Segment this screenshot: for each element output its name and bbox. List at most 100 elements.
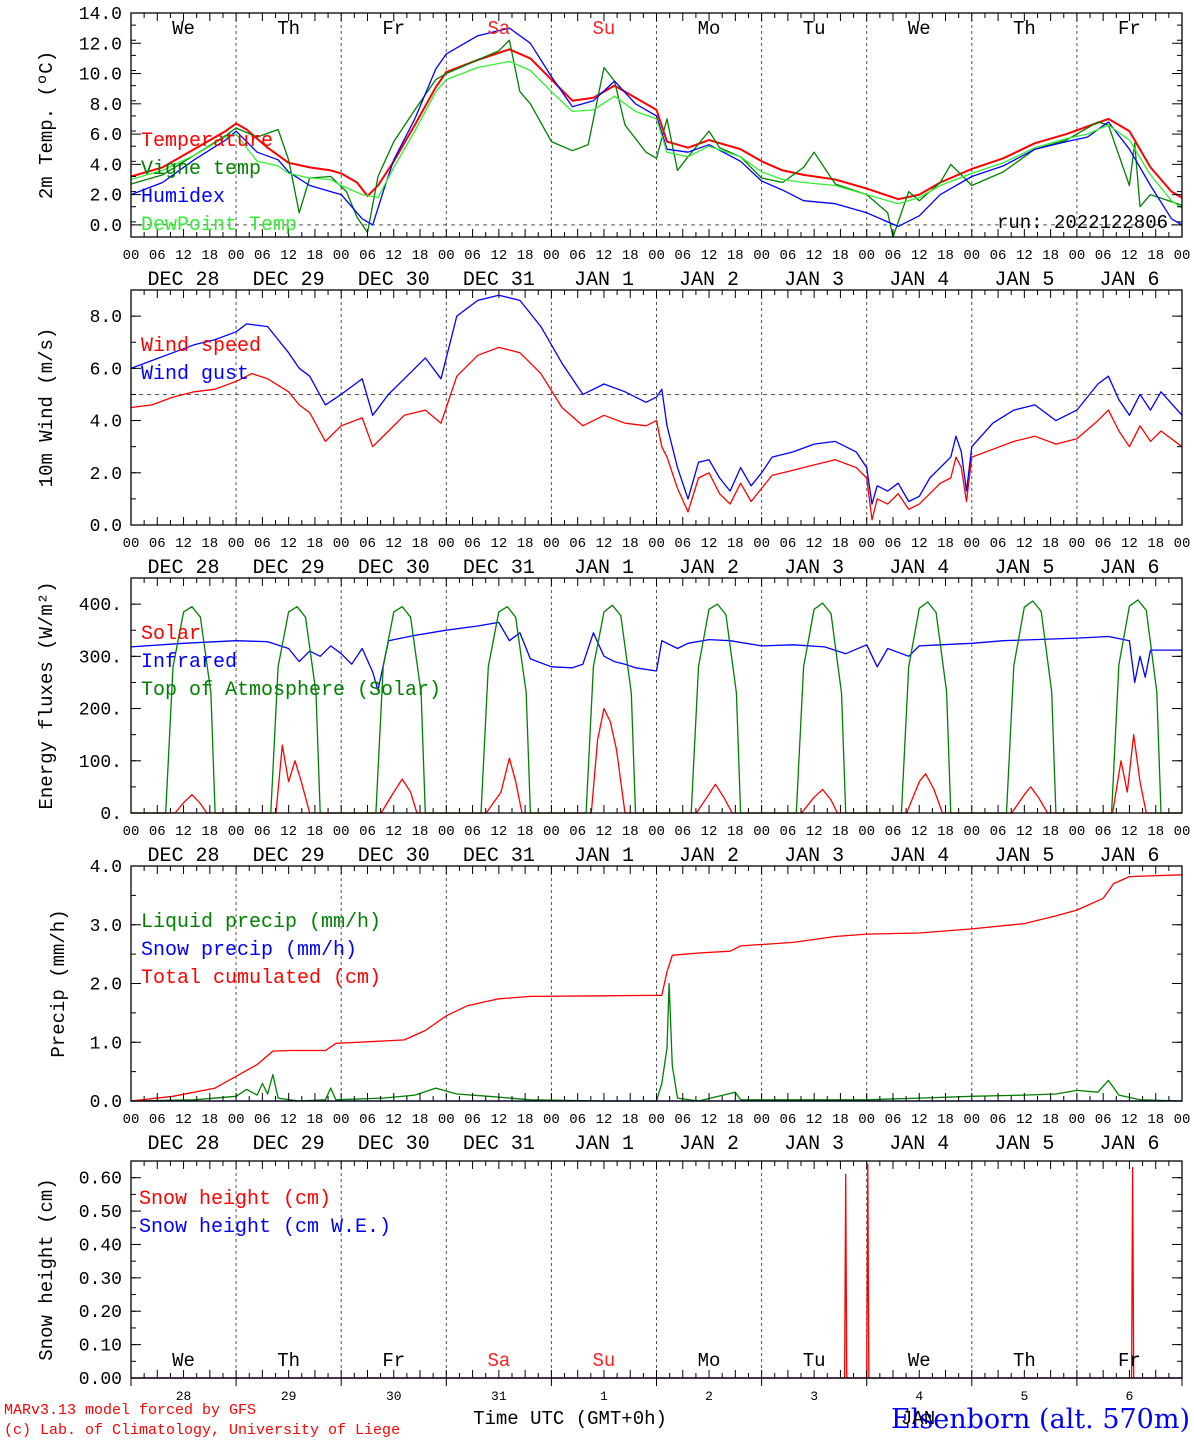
hour-label: 18 xyxy=(307,536,324,552)
hour-label: 06 xyxy=(254,536,271,552)
hour-label: 06 xyxy=(359,824,376,840)
hour-label: 12 xyxy=(1121,536,1138,552)
y-axis-title: Precip (mm/h) xyxy=(48,909,70,1057)
run-label: run: 2022122806 xyxy=(997,212,1168,234)
y-tick-label: 6.0 xyxy=(90,360,122,380)
y-tick-label: 2.0 xyxy=(90,187,122,207)
weekday-label: Su xyxy=(593,18,616,40)
hour-label: 00 xyxy=(123,824,140,840)
hour-label: 12 xyxy=(490,248,507,264)
hour-label: 12 xyxy=(701,1112,718,1128)
hour-label: 06 xyxy=(1095,824,1112,840)
legend-entry: Top of Atmosphere (Solar) xyxy=(141,679,441,702)
legend-entry: Infrared xyxy=(141,651,237,674)
date-label: DEC 28 xyxy=(148,557,220,580)
hour-label: 18 xyxy=(727,536,744,552)
y-tick-label: 4.0 xyxy=(90,858,122,878)
weekday-label: We xyxy=(172,1350,195,1372)
legend-entry: Humidex xyxy=(141,186,225,209)
hour-label: 06 xyxy=(254,1112,271,1128)
date-label: DEC 28 xyxy=(148,1133,220,1156)
date-label: DEC 28 xyxy=(148,269,220,292)
hour-label: 12 xyxy=(385,1112,402,1128)
credit-line-1: MARv3.13 model forced by GFS xyxy=(4,1402,256,1419)
hour-label: 00 xyxy=(123,536,140,552)
hour-label: 00 xyxy=(858,248,875,264)
hour-label: 18 xyxy=(937,1112,954,1128)
legend-entry: Wind gust xyxy=(141,363,249,386)
day-number-label: 1 xyxy=(600,1389,608,1404)
day-number-label: 6 xyxy=(1126,1389,1134,1404)
hour-label: 00 xyxy=(648,248,665,264)
y-tick-label: 4.0 xyxy=(90,413,122,433)
date-label: DEC 30 xyxy=(358,269,430,292)
hour-label: 00 xyxy=(228,824,245,840)
hour-label: 06 xyxy=(674,1112,691,1128)
hour-label: 18 xyxy=(517,1112,534,1128)
hour-label: 00 xyxy=(753,536,770,552)
hour-label: 12 xyxy=(701,824,718,840)
hour-label: 06 xyxy=(885,536,902,552)
hour-label: 18 xyxy=(412,536,429,552)
day-number-label: 4 xyxy=(915,1389,923,1404)
hour-label: 00 xyxy=(648,1112,665,1128)
hour-label: 06 xyxy=(569,1112,586,1128)
date-label: JAN 2 xyxy=(679,1133,739,1156)
hour-label: 00 xyxy=(228,1112,245,1128)
hour-label: 06 xyxy=(990,536,1007,552)
hour-label: 06 xyxy=(779,824,796,840)
hour-label: 06 xyxy=(569,536,586,552)
hour-label: 00 xyxy=(228,248,245,264)
hour-label: 00 xyxy=(858,824,875,840)
hour-label: 18 xyxy=(727,1112,744,1128)
hour-label: 00 xyxy=(1174,536,1191,552)
date-label: DEC 31 xyxy=(463,1133,535,1156)
hour-label: 12 xyxy=(596,824,613,840)
hour-label: 12 xyxy=(1016,824,1033,840)
hour-label: 12 xyxy=(385,824,402,840)
day-number-label: 5 xyxy=(1020,1389,1028,1404)
hour-label: 12 xyxy=(806,1112,823,1128)
hour-label: 12 xyxy=(1016,536,1033,552)
date-label: JAN 1 xyxy=(574,845,634,868)
y-tick-label: 0.30 xyxy=(79,1270,122,1290)
date-label: JAN 4 xyxy=(889,269,949,292)
hour-label: 18 xyxy=(832,824,849,840)
date-label: JAN 2 xyxy=(679,269,739,292)
hour-label: 06 xyxy=(464,824,481,840)
hour-label: 06 xyxy=(149,248,166,264)
series-line xyxy=(131,1163,1182,1379)
hour-label: 18 xyxy=(517,248,534,264)
date-label: JAN 6 xyxy=(1099,557,1159,580)
hour-label: 12 xyxy=(280,536,297,552)
day-number-label: 31 xyxy=(491,1389,507,1404)
hour-label: 00 xyxy=(438,824,455,840)
series-line xyxy=(130,48,1183,201)
hour-label: 12 xyxy=(911,248,928,264)
weekday-label: Tu xyxy=(803,18,826,40)
hour-label: 06 xyxy=(779,1112,796,1128)
date-label: JAN 5 xyxy=(994,557,1054,580)
weekday-label: Sa xyxy=(487,18,510,40)
day-number-label: 29 xyxy=(281,1389,297,1404)
date-label: JAN 6 xyxy=(1099,269,1159,292)
date-label: DEC 29 xyxy=(253,1133,325,1156)
credit-line-2: (c) Lab. of Climatology, University of L… xyxy=(4,1422,400,1439)
legend-entry: Snow precip (mm/h) xyxy=(141,939,357,962)
hour-label: 12 xyxy=(175,824,192,840)
hour-label: 06 xyxy=(359,248,376,264)
y-tick-label: 1.0 xyxy=(90,1034,122,1054)
hour-label: 18 xyxy=(201,824,218,840)
hour-label: 00 xyxy=(963,824,980,840)
y-tick-label: 0.10 xyxy=(79,1337,122,1357)
hour-label: 00 xyxy=(1068,536,1085,552)
hour-label: 18 xyxy=(1042,248,1059,264)
hour-label: 00 xyxy=(123,248,140,264)
date-label: DEC 30 xyxy=(358,845,430,868)
hour-label: 00 xyxy=(1174,1112,1191,1128)
hour-label: 12 xyxy=(806,536,823,552)
y-tick-label: 0. xyxy=(100,805,122,825)
hour-label: 06 xyxy=(885,1112,902,1128)
hour-label: 00 xyxy=(858,1112,875,1128)
y-tick-label: 8.0 xyxy=(90,308,122,328)
